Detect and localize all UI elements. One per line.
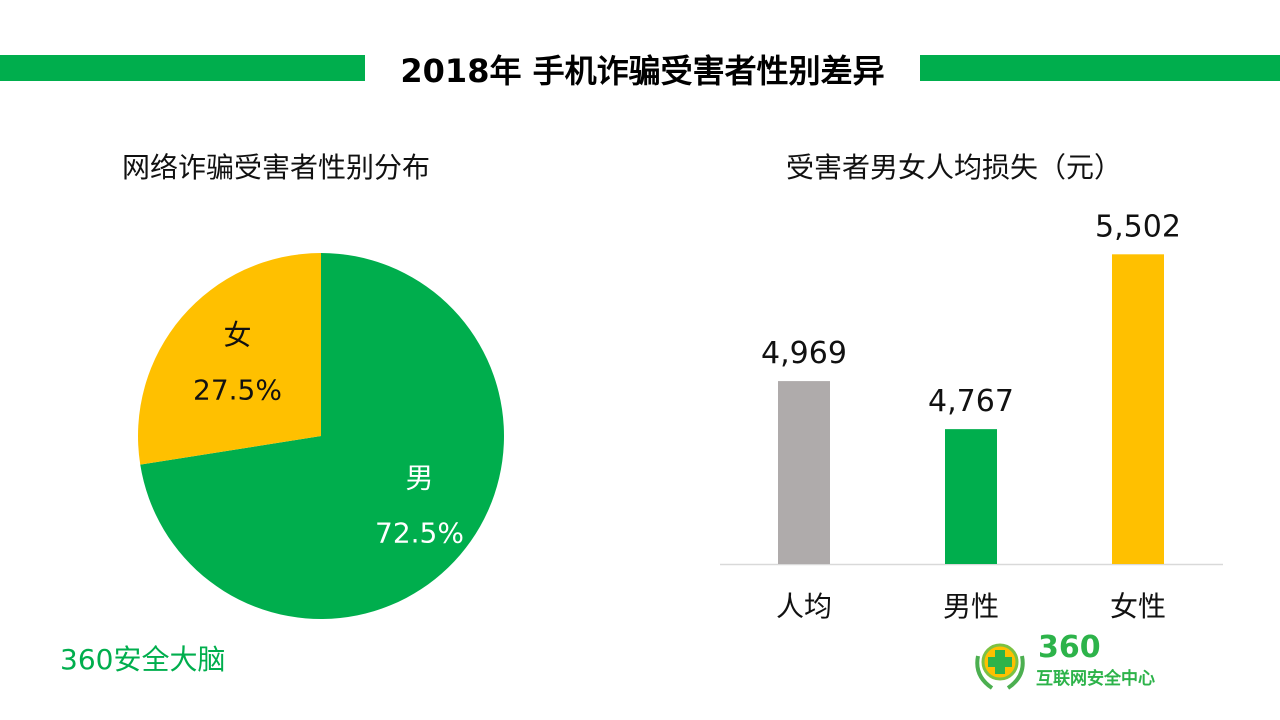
bar-title: 受害者男女人均损失（元）	[786, 151, 1123, 184]
watermark: 360安全大脑	[60, 643, 226, 676]
bar-2	[1112, 254, 1164, 564]
pie-label: 女	[223, 319, 251, 352]
header-bar-left	[0, 55, 365, 81]
x-tick-label: 人均	[776, 590, 832, 623]
bar-value-label: 4,767	[928, 384, 1014, 419]
logo-emblem-icon	[975, 643, 1025, 690]
header-bar-right	[920, 55, 1280, 81]
pie-slice-0	[140, 253, 504, 619]
logo-text: 互联网安全中心	[1036, 669, 1155, 689]
page-title: 2018年 手机诈骗受害者性别差异	[400, 52, 885, 90]
pie-label: 男	[405, 461, 433, 494]
pie-slice-1	[138, 253, 321, 465]
bar-1	[945, 429, 997, 564]
x-tick-label: 男性	[943, 590, 999, 623]
pie-title: 网络诈骗受害者性别分布	[122, 151, 431, 184]
x-tick-label: 女性	[1110, 590, 1166, 623]
pie-value-label: 27.5%	[193, 374, 282, 407]
logo-number: 360	[1038, 630, 1101, 665]
bar-value-label: 5,502	[1095, 209, 1181, 244]
logo-360: 360 互联网安全中心	[970, 630, 1190, 692]
bar-0	[778, 381, 830, 564]
bar-value-label: 4,969	[761, 336, 847, 371]
pie-value-label: 72.5%	[375, 516, 464, 549]
